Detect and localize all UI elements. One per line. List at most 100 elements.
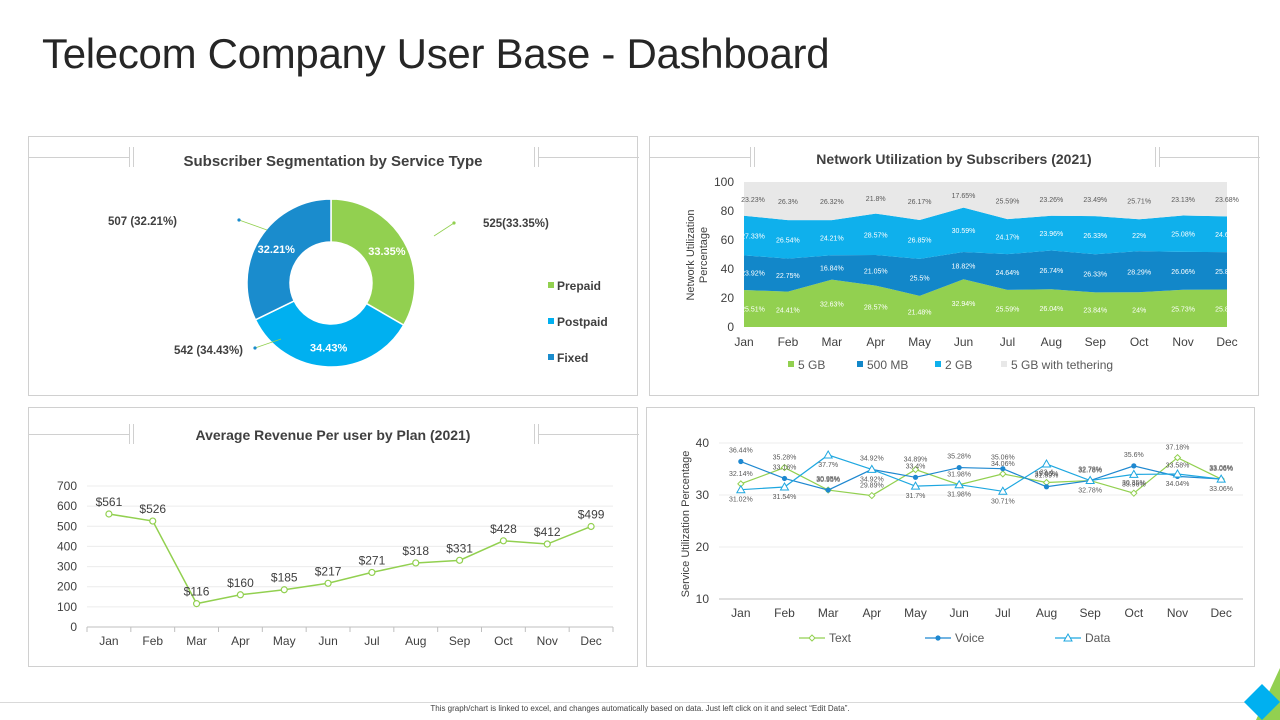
donut-slice-prepaid [330, 198, 416, 327]
title-divider-right [1160, 157, 1260, 158]
service-marker-text-apr [868, 491, 876, 500]
area-data-label-5-gb-with-tethering-jan: 23.23% [741, 197, 765, 204]
network-utilization-panel[interactable]: Network Utilization by Subscribers (2021… [649, 136, 1260, 396]
service-data-label-voice-sep: 32.78% [1078, 467, 1102, 474]
y-tick-20: 20 [721, 291, 735, 305]
area-series-500-mb [744, 250, 1227, 296]
network-utilization-chart: 0 20 40 60 80 100 25.51% 24.41% 32.63% 28.57% 21.4… [685, 175, 1239, 372]
service-data-label-voice-dec: 33.06% [1209, 465, 1233, 472]
service-data-label-voice-oct: 35.6% [1124, 452, 1144, 459]
y-tick-10: 10 [696, 592, 710, 606]
arpu-data-label-jan: $561 [96, 495, 123, 509]
y-tick-40: 40 [721, 262, 735, 276]
y-tick-0: 0 [70, 620, 77, 634]
donut-chart-panel[interactable]: Subscriber Segmentation by Service Type … [28, 136, 639, 396]
arpu-data-label-jun: $217 [315, 564, 342, 578]
y-tick-80: 80 [721, 204, 735, 218]
service-data-label-data-sep: 32.78% [1078, 488, 1102, 495]
service-marker-voice-may [912, 474, 919, 480]
x-tick-feb: Feb [142, 634, 163, 648]
service-data-label-voice-may: 33.4% [906, 463, 926, 470]
area-series-2-gb [744, 207, 1227, 259]
title-divider-left-tick [129, 147, 130, 167]
y-tick-700: 700 [57, 479, 77, 493]
x-tick-oct: Oct [494, 634, 513, 648]
donut-leader-line-prepaid [433, 222, 455, 237]
x-tick-aug: Aug [1041, 335, 1062, 349]
arpu-data-label-dec: $499 [578, 507, 605, 521]
donut-chart: 33.35% 525(33.35%) 34.43% 542 (34.43%) 32.21… [108, 198, 608, 368]
arpu-data-label-may: $185 [271, 571, 298, 585]
legend-swatch-5-gb [788, 361, 794, 367]
area-data-label-2-gb-jun: 30.59% [952, 228, 976, 235]
service-data-label-voice-jul: 35.06% [991, 455, 1015, 462]
service-data-label-data-jun: 31.98% [947, 492, 971, 499]
service-data-label-voice-jun: 35.28% [947, 454, 971, 461]
service-marker-data-apr [866, 464, 877, 473]
title-divider-right [539, 157, 639, 158]
arpu-panel[interactable]: Average Revenue Per user by Plan (2021) … [28, 407, 639, 667]
service-marker-data-may [910, 481, 921, 490]
service-marker-voice-feb [781, 475, 788, 482]
arpu-line [108, 513, 592, 605]
x-tick-jan: Jan [99, 634, 118, 648]
area-data-label-500-mb-jul: 24.64% [996, 270, 1020, 277]
service-line-data [740, 454, 1222, 492]
area-data-label-5-gb-jan: 25.51% [741, 307, 765, 314]
footer-divider [0, 702, 1280, 703]
donut-chart-title: Subscriber Segmentation by Service Type [183, 153, 483, 170]
service-utilization-chart: 10 20 30 40 Jan Feb Mar Apr May Jun Jul Aug Sep Oct No… [680, 436, 1243, 645]
x-tick-mar: Mar [186, 634, 207, 648]
area-data-label-500-mb-jun: 18.82% [952, 264, 976, 271]
area-data-label-2-gb-feb: 26.54% [776, 237, 800, 244]
y-tick-400: 400 [57, 539, 77, 553]
service-data-label-data-jul: 30.71% [991, 498, 1015, 505]
y-tick-60: 60 [721, 233, 735, 247]
x-tick-dec: Dec [1210, 606, 1231, 620]
arpu-point-may [280, 586, 288, 594]
service-data-label-voice-nov: 33.58% [1166, 462, 1190, 469]
area-data-label-5-gb-with-tethering-sep: 23.49% [1083, 197, 1107, 204]
service-data-label-voice-jan: 36.44% [729, 448, 753, 455]
area-data-label-5-gb-with-tethering-jun: 17.65% [952, 193, 976, 200]
y-tick-40: 40 [696, 436, 710, 450]
x-tick-may: May [908, 335, 931, 349]
service-marker-voice-mar [825, 487, 831, 493]
arpu-point-jul [368, 568, 376, 577]
title-divider-left-tick [750, 147, 751, 167]
x-tick-sep: Sep [1079, 606, 1101, 620]
x-tick-dec: Dec [1216, 335, 1237, 349]
service-marker-data-jul [997, 486, 1008, 495]
area-data-label-500-mb-may: 25.5% [910, 275, 930, 282]
service-marker-data-sep [1085, 475, 1096, 485]
service-marker-text-oct [1130, 489, 1138, 497]
service-marker-data-jun [954, 479, 965, 489]
title-divider-right-tick [534, 424, 535, 444]
y-tick-30: 30 [696, 488, 710, 502]
service-utilization-panel[interactable]: 10 20 30 40 Jan Feb Mar Apr May Jun Jul Aug Sep Oct No… [646, 407, 1255, 667]
area-data-label-500-mb-dec: 25.84% [1215, 269, 1239, 276]
donut-outer-label-postpaid: 542 (34.43%) [174, 345, 243, 357]
legend-label-text: Text [829, 631, 852, 645]
x-tick-oct: Oct [1124, 606, 1143, 620]
service-marker-data-jan [735, 484, 746, 494]
area-data-label-5-gb-with-tethering-dec: 23.68% [1215, 197, 1239, 204]
x-tick-apr: Apr [862, 606, 881, 620]
legend-label-5-gb-with-tethering: 5 GB with tethering [1011, 358, 1113, 372]
service-marker-text-nov [1173, 453, 1182, 462]
service-marker-text-may [911, 465, 920, 474]
legend-swatch-postpaid [548, 318, 554, 324]
service-marker-voice-jul [1000, 466, 1006, 472]
title-divider-right-tick [1155, 147, 1156, 167]
page-title: Telecom Company User Base - Dashboard [42, 30, 830, 77]
y-tick-300: 300 [57, 560, 77, 574]
area-data-label-2-gb-jan: 27.33% [741, 234, 765, 241]
donut-slice-label-prepaid: 33.35% [368, 246, 406, 258]
x-tick-oct: Oct [1130, 335, 1149, 349]
arpu-point-feb [149, 517, 157, 525]
donut-outer-label-fixed: 507 (32.21%) [108, 216, 177, 228]
service-marker-data-mar [823, 449, 834, 459]
x-tick-feb: Feb [774, 606, 795, 620]
legend-label-data: Data [1085, 631, 1111, 645]
y-tick-100: 100 [57, 600, 77, 614]
